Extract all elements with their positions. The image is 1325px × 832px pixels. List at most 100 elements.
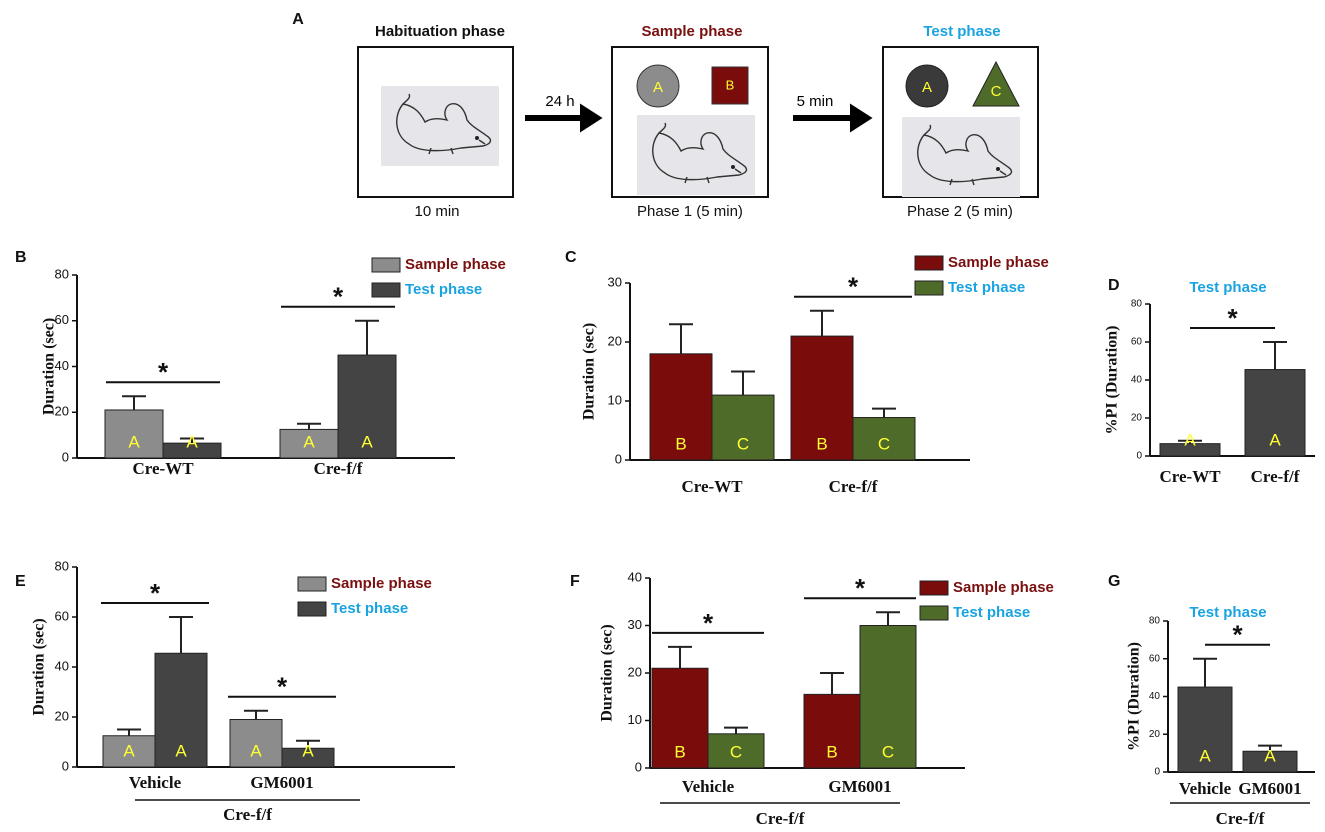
panel-letter: E [15, 573, 26, 590]
bar-label: A [303, 432, 315, 451]
y-tick-label: 80 [1149, 616, 1161, 627]
bar-label: A [1199, 746, 1211, 765]
x-tick-label: GM6001 [1238, 779, 1301, 798]
significance-mark: * [848, 272, 859, 302]
object-label: C [991, 83, 1002, 100]
legend-swatch [371, 257, 401, 273]
x-tick-label: Cre-WT [1159, 467, 1221, 486]
legend-label: Test phase [953, 604, 1030, 621]
legend-label: Test phase [948, 279, 1025, 296]
legend-swatch [914, 255, 944, 271]
significance-mark: * [1227, 303, 1238, 333]
y-tick-label: 30 [608, 274, 622, 289]
legend-swatch [371, 282, 401, 298]
phase-caption: Phase 2 (5 min) [907, 203, 1013, 220]
chart-title: Test phase [1189, 604, 1266, 621]
y-tick-label: 40 [55, 658, 69, 673]
legend-swatch [297, 576, 327, 592]
object [711, 66, 749, 105]
y-tick-label: 0 [62, 758, 69, 773]
y-tick-label: 60 [1149, 653, 1161, 664]
group-label: Cre-f/f [756, 809, 805, 828]
x-tick-label: Vehicle [1179, 779, 1232, 798]
bar [229, 719, 283, 768]
bar-label: A [128, 432, 140, 451]
y-tick-label: 60 [55, 608, 69, 623]
bar [711, 394, 775, 461]
legend-swatch [919, 605, 949, 621]
x-tick-label: Cre-WT [681, 477, 743, 496]
y-tick-label: 60 [55, 312, 69, 327]
bar [154, 652, 208, 768]
y-tick-label: 60 [1131, 337, 1143, 348]
bar-label: A [186, 432, 198, 451]
legend-label: Sample phase [953, 579, 1054, 596]
panel-letter: D [1108, 277, 1120, 294]
interval-label: 5 min [797, 93, 834, 110]
interval-label: 24 h [545, 93, 574, 110]
mouse [901, 116, 1021, 198]
object-label: A [922, 79, 932, 96]
bar-label: B [816, 434, 827, 453]
y-tick-label: 20 [628, 664, 642, 679]
panel-letter: F [570, 573, 580, 590]
y-tick-label: 40 [55, 358, 69, 373]
x-tick-label: Cre-f/f [314, 459, 363, 478]
bar [649, 353, 713, 461]
panel-letter: C [565, 249, 577, 266]
mouse [380, 85, 500, 167]
y-tick-label: 0 [635, 759, 642, 774]
y-tick-label: 20 [1131, 413, 1143, 424]
significance-mark: * [1232, 620, 1243, 650]
arrow [525, 103, 603, 133]
y-tick-label: 80 [55, 266, 69, 281]
phase-title: Test phase [923, 23, 1000, 40]
y-tick-label: 10 [628, 712, 642, 727]
y-tick-label: 20 [55, 708, 69, 723]
mouse [636, 114, 756, 196]
significance-mark: * [158, 357, 169, 387]
bar [803, 693, 861, 769]
y-tick-label: 40 [1131, 375, 1143, 386]
y-tick-label: 0 [62, 449, 69, 464]
bar-label: A [361, 432, 373, 451]
legend-label: Sample phase [331, 575, 432, 592]
significance-mark: * [150, 578, 161, 608]
legend-swatch [914, 280, 944, 296]
group-label: Cre-f/f [1216, 809, 1265, 828]
x-tick-label: Vehicle [682, 777, 735, 796]
bar-label: C [737, 434, 749, 453]
panel-letter: B [15, 249, 27, 266]
significance-mark: * [855, 573, 866, 603]
significance-mark: * [333, 282, 344, 312]
bar-label: A [302, 741, 314, 760]
significance-mark: * [277, 672, 288, 702]
phase-caption: Phase 1 (5 min) [637, 203, 743, 220]
bar-label: A [1184, 430, 1196, 449]
bar [279, 428, 339, 459]
panel-letter: G [1108, 573, 1120, 590]
bar-label: A [1264, 746, 1276, 765]
y-axis-label: Duration (sec) [31, 618, 48, 715]
y-axis-label: Duration (sec) [41, 318, 58, 415]
bar-label: A [123, 741, 135, 760]
x-tick-label: Cre-f/f [1251, 467, 1300, 486]
phase-title: Sample phase [642, 23, 743, 40]
y-tick-label: 20 [55, 404, 69, 419]
object [905, 64, 949, 108]
legend-label: Sample phase [948, 254, 1049, 271]
x-tick-label: GM6001 [828, 777, 891, 796]
bar-label: A [250, 741, 262, 760]
y-axis-label: Duration (sec) [581, 323, 598, 420]
group-label: Cre-f/f [223, 805, 272, 824]
y-tick-label: 0 [1154, 767, 1160, 778]
y-axis-label: %PI (Duration) [1104, 326, 1121, 435]
x-tick-label: GM6001 [250, 773, 313, 792]
y-tick-label: 20 [1149, 729, 1161, 740]
bar-label: A [1269, 430, 1281, 449]
significance-mark: * [703, 608, 714, 638]
y-axis-label: Duration (sec) [599, 624, 616, 721]
phase-caption: 10 min [414, 203, 459, 220]
x-tick-label: Cre-WT [132, 459, 194, 478]
